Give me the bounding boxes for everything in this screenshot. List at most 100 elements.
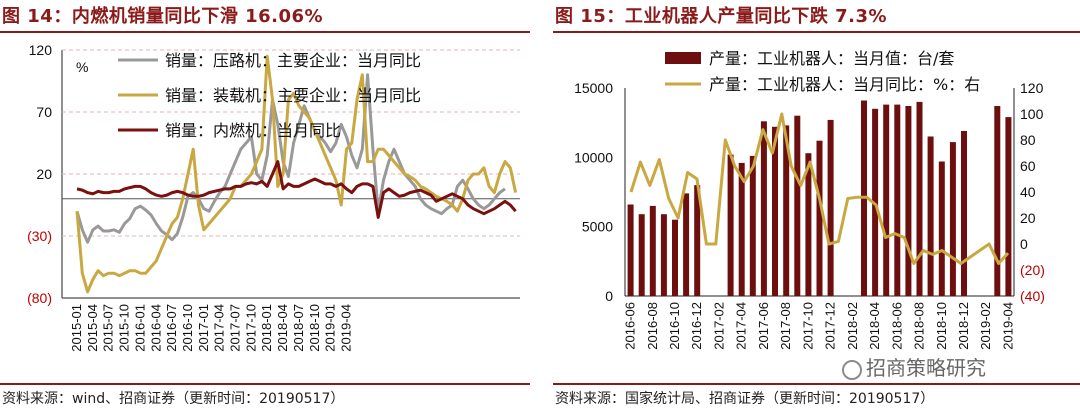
x-tick-label: 2018-08 (912, 302, 927, 350)
x-tick-label: 2016-10 (667, 302, 682, 350)
y-tick-label: 20 (36, 166, 52, 182)
legend-label-line: 产量：工业机器人：当月同比：%：右 (709, 75, 980, 94)
bar (660, 214, 667, 296)
bar (794, 115, 801, 296)
x-tick-label: 2015-01 (69, 304, 84, 352)
left-chart-title: 图 14：内燃机销量同比下滑 16.06% (2, 6, 324, 27)
watermark: 招商策略研究 (842, 352, 986, 381)
legend-label-3: 销量：内燃机：当月同比 (165, 121, 341, 140)
bar (927, 136, 934, 296)
bar (816, 140, 823, 296)
bar (1005, 117, 1012, 296)
bar (760, 121, 767, 296)
right-y-tick-label: 40 (1020, 184, 1036, 200)
x-tick-label: 2018-10 (934, 302, 949, 350)
left-source-note: 资料来源：wind、招商证券（更新时间：20190517） (2, 391, 345, 407)
right-y-tick-label: 120 (1020, 80, 1044, 96)
legend-swatch-bar (665, 52, 701, 64)
x-tick-label: 2017-10 (800, 302, 815, 350)
x-tick-label: 2016-04 (148, 304, 163, 352)
bar (883, 104, 890, 296)
x-tick-label: 2017-10 (243, 304, 258, 352)
x-tick-label: 2018-10 (307, 304, 322, 352)
bar (949, 142, 956, 296)
x-tick-label: 2018-01 (259, 304, 274, 352)
x-tick-label: 2015-07 (101, 304, 116, 352)
legend-label-bar: 产量：工业机器人：当月值：台/套 (709, 49, 954, 68)
series-line-1 (75, 73, 506, 244)
x-tick-label: 2017-08 (778, 302, 793, 350)
bar (961, 131, 967, 296)
y-unit-label: % (76, 59, 88, 75)
x-tick-label: 2016-12 (689, 302, 704, 350)
bar (905, 106, 912, 296)
x-tick-label: 2018-02 (845, 302, 860, 350)
x-tick-label: 2018-04 (275, 304, 290, 352)
wechat-icon (842, 359, 862, 380)
bar (827, 119, 834, 297)
x-tick-label: 2017-04 (734, 302, 749, 350)
x-tick-label: 2019-04 (1000, 302, 1015, 350)
yoy-line (629, 112, 1010, 265)
x-tick-label: 2016-01 (132, 304, 147, 352)
bar (994, 106, 1001, 296)
x-tick-label: 2016-07 (164, 304, 179, 352)
right-y-tick-label: 20 (1020, 210, 1036, 226)
x-tick-label: 2019-04 (338, 304, 353, 352)
y-tick-label: 70 (36, 104, 52, 120)
right-y-tick-label: 80 (1020, 132, 1036, 148)
left-y-tick-label: 15000 (574, 80, 613, 96)
right-y-tick-label: (40) (1020, 288, 1045, 304)
right-source-note: 资料来源：国家统计局、招商证券（更新时间：20190517） (555, 391, 935, 407)
bar (749, 155, 756, 296)
bar (805, 153, 812, 296)
legend-label-1: 销量：压路机：主要企业：当月同比 (165, 51, 421, 70)
x-tick-label: 2017-12 (823, 302, 838, 350)
bar (694, 185, 701, 296)
bar (649, 205, 656, 296)
left-source-rule (0, 383, 530, 385)
series-line-3 (76, 160, 517, 219)
bar (894, 104, 901, 296)
bar (772, 126, 778, 296)
right-y-tick-label: (20) (1020, 262, 1045, 278)
x-tick-label: 2017-04 (212, 304, 227, 352)
right-chart-title: 图 15：工业机器人产量同比下跌 7.3% (555, 6, 888, 27)
x-tick-label: 2018-04 (867, 302, 882, 350)
left-y-tick-label: 10000 (574, 149, 613, 165)
x-tick-label: 2016-08 (645, 302, 660, 350)
left-y-tick-label: 5000 (582, 219, 613, 235)
x-tick-label: 2019-01 (323, 304, 338, 352)
right-chart-panel: 图 15：工业机器人产量同比下跌 7.3% 15000 10000 5000 0 120… (553, 0, 1080, 413)
bar (783, 125, 790, 297)
legend-label-2: 销量：装载机：主要企业：当月同比 (165, 86, 421, 105)
left-title-rule (0, 31, 530, 33)
bar (672, 219, 678, 296)
x-tick-label: 2019-02 (978, 302, 993, 350)
right-y-tick-label: 0 (1020, 236, 1028, 252)
y-tick-label: (80) (27, 290, 52, 306)
watermark-text: 招商策略研究 (866, 356, 986, 380)
right-title-rule (553, 31, 1080, 33)
right-y-tick-label: 100 (1020, 106, 1044, 122)
right-source-rule (553, 383, 1080, 385)
bar (683, 193, 690, 296)
y-tick-label: (30) (27, 228, 52, 244)
x-tick-label: 2017-07 (228, 304, 243, 352)
x-tick-label: 2017-01 (196, 304, 211, 352)
bar (738, 162, 745, 296)
bar (727, 154, 734, 296)
x-tick-label: 2018-12 (956, 302, 971, 350)
bar (627, 204, 634, 296)
x-tick-label: 2015-04 (85, 304, 100, 352)
right-y-tick-label: 60 (1020, 158, 1036, 174)
x-tick-label: 2016-06 (623, 302, 638, 350)
bar (638, 214, 645, 296)
x-tick-label: 2017-02 (711, 302, 726, 350)
bar (938, 161, 945, 296)
x-tick-label: 2016-10 (180, 304, 195, 352)
left-y-tick-label: 0 (605, 288, 613, 304)
x-tick-label: 2017-06 (756, 302, 771, 350)
x-tick-label: 2015-10 (117, 304, 132, 352)
